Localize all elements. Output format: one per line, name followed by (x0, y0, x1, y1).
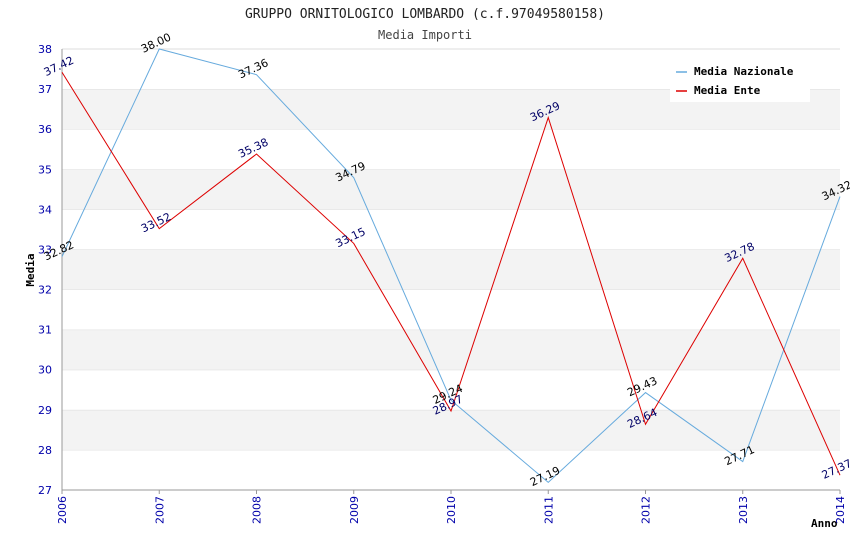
y-tick-label: 35 (38, 163, 52, 176)
y-tick-label: 37 (38, 83, 52, 96)
series-line-media-ente (61, 71, 841, 476)
y-tick-label: 38 (38, 43, 52, 56)
x-tick-label: 2014 (834, 496, 847, 524)
x-axis-label: Anno (811, 517, 838, 530)
grid-bands (62, 48, 840, 490)
y-tick-label: 31 (38, 324, 52, 337)
grid-band (62, 449, 840, 490)
x-tick-label: 2012 (640, 496, 653, 524)
y-tick-label: 32 (38, 284, 52, 297)
x-tick-label: 2013 (737, 496, 750, 524)
series-group (61, 48, 841, 484)
x-axis-ticks: 2006 2007 2008 2009 2010 2011 2012 2013 2014 (56, 490, 847, 524)
grid-band (62, 409, 840, 450)
x-tick-label: 2011 (542, 496, 555, 524)
grid-band (62, 209, 840, 250)
y-tick-label: 30 (38, 364, 52, 377)
y-tick-label: 36 (38, 123, 52, 136)
y-axis-ticks: 27 28 29 30 31 32 33 34 35 36 37 38 (38, 43, 52, 497)
y-tick-label: 29 (38, 404, 52, 417)
chart-title: GRUPPO ORNITOLOGICO LOMBARDO (c.f.970495… (245, 7, 605, 22)
grid-band (62, 369, 840, 410)
legend-entry-media-nazionale: Media Nazionale (694, 65, 794, 78)
grid-band (62, 169, 840, 210)
chart-subtitle: Media Importi (378, 28, 472, 42)
y-tick-label: 27 (38, 484, 52, 497)
legend: Media Nazionale Media Ente (670, 60, 810, 102)
grid-band (62, 329, 840, 370)
legend-entry-media-ente: Media Ente (694, 84, 761, 97)
y-tick-label: 34 (38, 203, 52, 216)
grid-band (62, 249, 840, 290)
y-axis-label: Media (24, 253, 37, 286)
x-tick-label: 2010 (445, 496, 458, 524)
x-tick-label: 2007 (153, 496, 166, 524)
x-tick-label: 2008 (251, 496, 264, 524)
series-line-media-nazionale (61, 48, 841, 484)
x-tick-label: 2009 (348, 496, 361, 524)
grid-band (62, 129, 840, 170)
y-tick-label: 28 (38, 444, 52, 457)
grid-band (62, 289, 840, 330)
legend-box (670, 60, 810, 102)
y-tick-label: 33 (38, 243, 52, 256)
x-tick-label: 2006 (56, 496, 69, 524)
